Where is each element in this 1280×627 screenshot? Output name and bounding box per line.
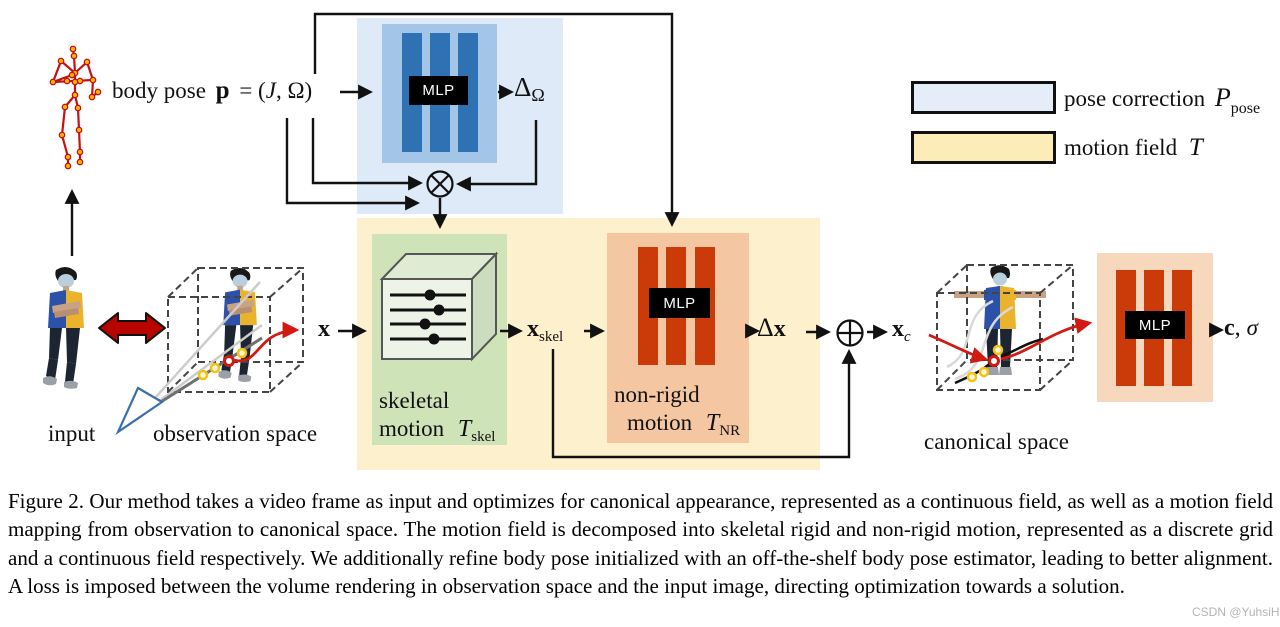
arrow-delta-omega-to-otimes [456, 120, 538, 192]
input-person-image [43, 266, 84, 389]
x-label: x [318, 316, 330, 342]
otimes-icon [426, 170, 454, 198]
x-skel-label: xskel [527, 316, 564, 345]
non-rigid-motion-box: MLP [607, 233, 749, 443]
canonical-space-cube [928, 264, 1093, 391]
body-pose-skeleton-icon [49, 45, 102, 170]
observation-space-cube [115, 267, 304, 436]
dashed-cube-icon [936, 264, 1074, 391]
grid-cube-icon [379, 251, 499, 362]
sample-point-arrow [232, 321, 300, 363]
delta-omega-label: ΔΩ [514, 72, 545, 105]
arrow-omega-to-otimes [311, 118, 423, 191]
dashed-cube-icon [167, 267, 304, 393]
canonical-person-image [954, 265, 1046, 375]
correspondence-double-arrow-icon [98, 312, 166, 344]
skeletal-motion-label-line1: skeletal [379, 388, 450, 413]
arrow-xskel-skip-to-oplus [551, 349, 857, 459]
xc-to-point-arrow [928, 333, 989, 364]
canonical-field-curves [946, 299, 1014, 381]
nonrigid-motion-label-line2: motion TNR [627, 410, 741, 439]
legend-label-motion-field: motion field T [1064, 134, 1203, 161]
canonical-space-label: canonical space [924, 429, 1069, 454]
slider-dots-icon [419, 289, 445, 345]
legend-swatch-pose-correction [911, 81, 1056, 114]
legend-label-pose-correction: pose correction Ppose [1064, 83, 1261, 117]
mlp-layer-bar [638, 247, 658, 365]
mlp-label: MLP [422, 82, 455, 99]
connector-arrows [64, 12, 1224, 459]
ray-sample-points [197, 347, 248, 381]
body-pose-label: body pose p = (J, Ω) [112, 77, 313, 104]
arrow-p-to-stem [285, 118, 420, 211]
skeletal-motion-label-line2: motion Tskel [379, 416, 496, 445]
delta-x-label: Δx [757, 313, 786, 342]
mlp-label: MLP [1138, 316, 1172, 334]
legend-swatch-motion-field [911, 131, 1056, 164]
watermark: CSDN @YuhsiHu [1192, 605, 1280, 619]
figure-caption: Figure 2. Our method takes a video frame… [8, 489, 1273, 599]
nr-mlp-label-box: MLP [649, 288, 710, 318]
canonical-mlp-block: MLP [1097, 253, 1213, 402]
skeletal-motion-box [372, 234, 507, 445]
camera-frustum-icon [115, 386, 165, 436]
oplus-icon [836, 319, 864, 347]
input-label: input [48, 421, 96, 446]
observation-space-label: observation space [153, 421, 318, 446]
nonrigid-motion-label-line1: non-rigid [614, 382, 700, 407]
canon-mlp-label-box: MLP [1125, 311, 1185, 339]
pose-mlp-block: MLP [382, 24, 497, 163]
pose-mlp-label-box: MLP [409, 76, 468, 105]
canonical-sample-points [966, 344, 1004, 383]
arrow-pose-to-nonrigid [313, 12, 680, 227]
point-to-mlp-arrow [1000, 317, 1093, 361]
x-c-label: xc [892, 316, 911, 345]
mlp-layer-bar [458, 33, 478, 152]
c-sigma-label: c, σ [1224, 315, 1258, 341]
mlp-label: MLP [663, 294, 696, 312]
